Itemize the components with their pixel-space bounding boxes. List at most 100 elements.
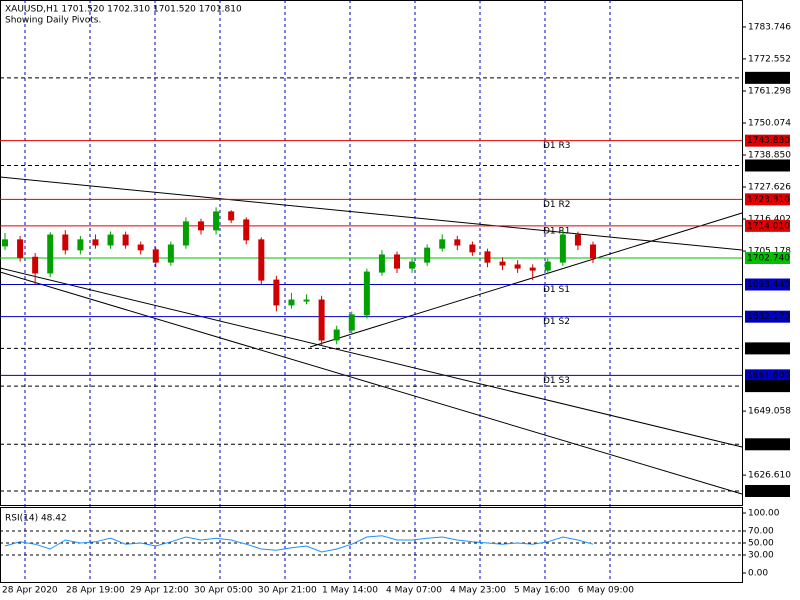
x-tick-label: 6 May 09:00 [578,586,634,596]
x-tick-label: 28 Apr 19:00 [66,586,125,596]
candle-body [439,239,446,249]
candle-body [273,279,280,306]
y-tick-label: 1738.850 [748,151,791,161]
candle-body [590,244,596,259]
level-name: D1 R3 [543,141,571,151]
level-box [745,252,790,265]
level-box [745,438,790,451]
chart-title: XAUUSD,H1 1701.520 1702.310 1701.520 170… [5,5,242,15]
trendlines [0,176,743,495]
level-box [745,369,790,382]
chart-subtitle: Showing Daily Pivots. [5,16,101,26]
candle-body [213,211,220,231]
x-tick-label: 30 Apr 21:00 [258,586,317,596]
candle-body [544,261,551,271]
candle-body [424,247,431,263]
level-name: D1 S1 [543,285,570,295]
y-tick-label: 1783.746 [748,22,791,32]
x-tick-label: 29 Apr 12:00 [130,586,189,596]
rsi-tick-label: 50.00 [748,539,774,549]
level-label: 1714.010 [747,221,790,231]
candle-body [454,239,461,246]
candle-body [2,239,8,247]
y-tick-label: 1750.074 [748,119,791,129]
candle-body [198,221,204,231]
y-tick-label: 1716.402 [748,215,791,225]
level-box [745,71,790,84]
y-tick-label: 1727.626 [748,183,791,193]
y-tick-label: 1772.552 [748,54,791,64]
candle-body [107,234,114,246]
candle-body [243,219,250,241]
level-label: 1693.440 [747,280,790,290]
level-label: 1637.425 [747,440,790,450]
level-label: 1671.050 [747,344,790,354]
candle-body [152,249,159,263]
candle-body [288,299,295,306]
candle-body [529,267,536,271]
rsi-tick-label: 70.00 [748,527,774,537]
level-name: D1 S2 [543,317,570,327]
candle-body [378,254,385,273]
x-tick-label: 5 May 16:00 [514,586,570,596]
candle-body [559,234,566,263]
rsi-tick-label: 100.00 [748,509,780,519]
price-panel [0,0,743,506]
level-box [745,342,790,355]
level-label: 1657.822 [747,382,790,392]
rsi-title: RSI(14) 48.42 [5,514,67,524]
candle-body [228,211,235,221]
level-box [745,484,790,497]
candle-body [92,239,99,246]
candle-body [77,239,84,251]
rsi-panel [0,507,743,583]
level-box [745,193,790,206]
x-tick-label: 4 May 23:00 [450,586,506,596]
candle-body [182,221,189,246]
y-tick-label: 1649.058 [748,407,791,417]
level-box [745,219,790,232]
candle-body [318,299,325,341]
candle-body [363,271,370,316]
x-tick-label: 1 May 14:00 [322,586,378,596]
level-label: 1702.740 [747,254,790,264]
y-tick-label: 1761.298 [748,86,791,96]
x-tick-label: 4 May 07:00 [386,586,442,596]
level-box [745,310,790,323]
candle-body [258,239,265,281]
candle-body [62,234,69,251]
candle-body [17,239,24,258]
vertical-grid [24,0,611,582]
y-tick-label: 1626.610 [748,471,791,481]
level-name: D1 R2 [543,200,571,210]
candle-body [514,264,521,269]
candle-body [333,329,340,341]
level-box [745,278,790,291]
candle-body [167,244,174,263]
level-label: 1621.052 [747,486,790,496]
level-label: 1765.906 [747,73,790,83]
candle-body [32,256,39,274]
candle-body [469,244,476,253]
level-box [745,380,790,393]
level-label: 1661.600 [747,371,790,381]
candle-body [574,234,581,246]
candle-body [394,254,400,269]
rsi-tick-label: 30.00 [748,551,774,561]
level-label: 1723.310 [747,195,790,205]
rsi-line [4,535,594,553]
level-label: 1735.179 [747,161,790,171]
candle-body [484,251,491,263]
level-box [745,134,790,147]
candle-body [409,261,416,269]
level-name: D1 S3 [543,376,570,386]
y-tick-label: 1705.178 [748,247,791,257]
candle-body [499,261,506,266]
candle-body [47,234,54,274]
rsi-tick-label: 0.00 [748,569,768,579]
x-tick-label: 28 Apr 2020 [2,586,58,596]
candle-body [348,314,355,331]
level-name: D1 R1 [543,226,571,236]
candle-body [122,234,129,246]
